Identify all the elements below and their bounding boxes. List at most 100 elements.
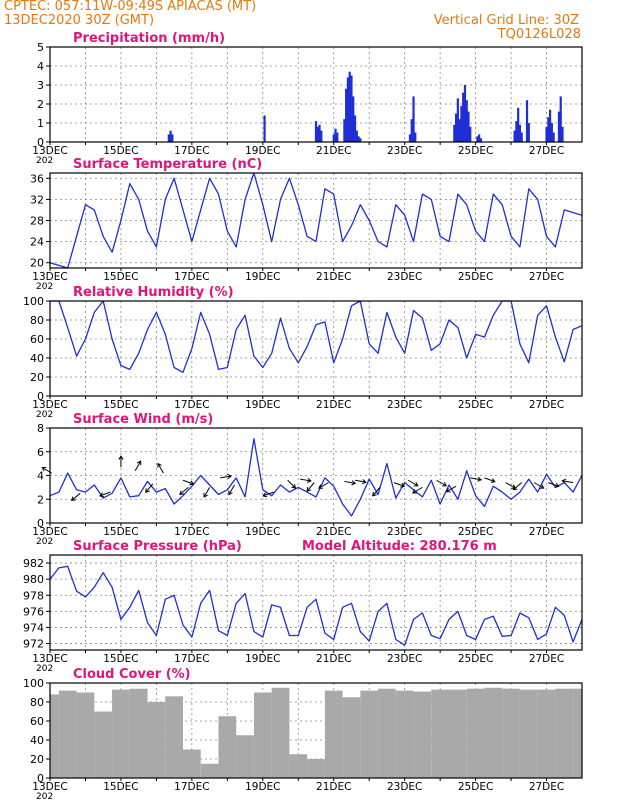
- y-tick-label: 32: [30, 193, 44, 206]
- wind-arrow-shaft: [372, 487, 381, 497]
- wind-arrow-head: [539, 484, 545, 489]
- cloud-cover-title: Cloud Cover (%): [73, 667, 191, 682]
- x-tick-label: 13DEC: [32, 399, 67, 411]
- x-tick-label: 23DEC: [387, 526, 422, 538]
- pressure-series-line: [49, 565, 583, 646]
- wind-arrow-head: [71, 496, 76, 501]
- precipitation-bar: [476, 136, 479, 142]
- cloud-cover-bar: [236, 735, 254, 778]
- x-year-fragment: 202: [36, 410, 53, 420]
- header-model: TQ0126L028: [497, 27, 581, 42]
- wind-arrow-head: [157, 462, 162, 468]
- precipitation-bar: [525, 100, 529, 142]
- y-tick-label: 982: [23, 557, 44, 570]
- wind-arrow-shaft: [446, 485, 457, 493]
- header-station: CPTEC: 057:11W-09:49S APIACAS (MT): [4, 0, 257, 14]
- cloud-cover-bar: [466, 688, 485, 778]
- precipitation-bar: [552, 132, 555, 142]
- wind-arrow-head: [227, 473, 232, 480]
- plot-frame: [49, 682, 583, 779]
- wind-arrow-head: [189, 480, 195, 486]
- cloud-cover-panel: 0 20 40 60 80 100 13DEC 15DEC 17DEC 19DEC 21DEC 23D…: [23, 667, 583, 800]
- y-tick-label: 20: [30, 753, 44, 766]
- precipitation-bar: [334, 128, 337, 142]
- x-year-fragment: 202: [36, 792, 53, 800]
- wind-direction-arrow: [99, 491, 111, 498]
- wind-arrow-shaft: [436, 479, 447, 487]
- wind-direction-arrow: [344, 480, 357, 486]
- wind-direction-arrow: [484, 477, 496, 483]
- x-tick-label: 19DEC: [245, 781, 280, 793]
- x-tick-label: 15DEC: [103, 653, 138, 665]
- precipitation-bar: [465, 100, 468, 142]
- cloud-cover-bar: [94, 711, 113, 778]
- y-tick-label: 36: [30, 172, 44, 185]
- cloud-cover-bar: [449, 689, 467, 778]
- wind-arrow-shaft: [484, 477, 495, 483]
- x-tick-label: 25DEC: [458, 653, 493, 665]
- x-tick-label: 13DEC: [32, 781, 67, 793]
- y-tick-label: 100: [23, 677, 44, 690]
- y-tick-label: 0: [37, 517, 44, 530]
- cloud-cover-bar: [289, 754, 308, 778]
- y-tick-label: 28: [30, 215, 44, 228]
- precipitation-bar: [171, 134, 174, 142]
- wind-direction-arrow: [561, 478, 574, 484]
- header-run-date: 13DEC2020 30Z (GMT): [4, 13, 155, 28]
- cloud-cover-bar: [360, 690, 379, 778]
- precipitation-bar: [336, 132, 339, 142]
- wind-arrow-shaft: [412, 486, 423, 494]
- x-tick-label: 27DEC: [529, 145, 564, 157]
- precipitation-bar: [355, 130, 358, 142]
- cloud-cover-bar: [307, 759, 325, 778]
- wind-arrow-shaft: [262, 491, 274, 497]
- wind-arrow-head: [179, 490, 184, 496]
- precipitation-bar: [561, 126, 564, 142]
- y-tick-label: 0: [37, 136, 44, 149]
- plot-frame: [49, 46, 583, 143]
- wind-arrow-shaft: [354, 479, 366, 483]
- x-tick-label: 23DEC: [387, 653, 422, 665]
- humidity-title: Relative Humidity (%): [73, 285, 234, 300]
- precipitation-bar: [353, 115, 357, 142]
- y-tick-label: 24: [30, 236, 44, 249]
- cloud-cover-bar: [165, 696, 183, 778]
- precipitation-bar: [460, 105, 463, 142]
- x-tick-label: 23DEC: [387, 145, 422, 157]
- cloud-cover-bar: [200, 763, 219, 778]
- precipitation-bar: [345, 88, 348, 142]
- x-tick-label: 17DEC: [174, 781, 209, 793]
- precipitation-bar: [408, 134, 412, 142]
- precipitation-panel: 0 1 2 3 4 5 13DEC 15DEC 17DEC 19DEC 21DEC 23DEC 25DE…: [32, 31, 583, 166]
- wind-arrow-shaft: [182, 479, 194, 485]
- wind-arrow-head: [490, 478, 496, 483]
- precipitation-bar: [550, 123, 553, 142]
- precipitation-bar: [547, 117, 550, 142]
- wind-arrow-shaft: [306, 482, 315, 492]
- wind-direction-arrow: [220, 473, 232, 480]
- wind-direction-arrow: [393, 482, 406, 488]
- precipitation-bar: [314, 121, 318, 142]
- x-tick-label: 15DEC: [103, 271, 138, 283]
- wind-arrow-shaft: [393, 482, 405, 487]
- cloud-cover-bar: [519, 689, 538, 778]
- wind-arrow-head: [445, 487, 451, 493]
- y-tick-label: 974: [23, 621, 44, 634]
- pressure-panel: 972 974 976 978 980 982 13DEC 15DEC 17DEC 19DEC 21…: [23, 539, 583, 674]
- precipitation-bar: [410, 119, 413, 142]
- wind-arrow-shaft: [71, 492, 81, 501]
- x-tick-label: 25DEC: [458, 781, 493, 793]
- cloud-cover-bar: [502, 688, 520, 778]
- precipitation-bar: [352, 96, 355, 142]
- precipitation-bar: [513, 130, 516, 142]
- x-tick-label: 15DEC: [103, 145, 138, 157]
- wind-arrow-shaft: [145, 483, 154, 493]
- precipitation-bar: [469, 126, 472, 142]
- wind-arrow-shaft: [512, 482, 523, 491]
- x-tick-label: 21DEC: [316, 526, 351, 538]
- wind-direction-arrow: [407, 479, 419, 487]
- x-tick-label: 21DEC: [316, 399, 351, 411]
- y-tick-label: 80: [30, 696, 44, 709]
- model-altitude: Model Altitude: 280.176 m: [302, 539, 497, 554]
